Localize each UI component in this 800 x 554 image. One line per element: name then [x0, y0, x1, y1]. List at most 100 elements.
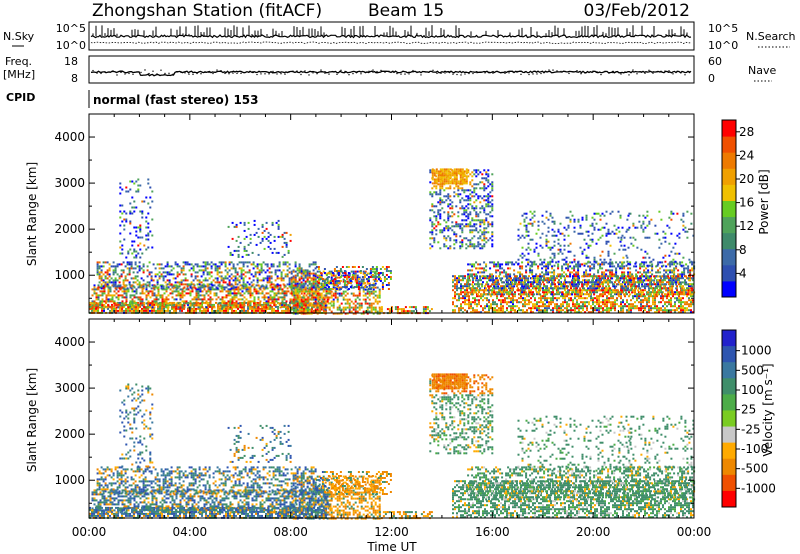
power-cell: [483, 229, 486, 232]
power-cell: [540, 297, 542, 300]
power-cell: [147, 212, 150, 215]
power-cell: [470, 301, 472, 304]
power-cell: [492, 307, 494, 310]
power-cell: [594, 307, 596, 310]
power-cell: [232, 263, 235, 266]
power-cell: [459, 201, 462, 204]
power-cell: [285, 301, 287, 304]
power-cell: [199, 306, 202, 309]
power-cell: [546, 281, 548, 284]
power-cell: [188, 263, 191, 266]
power-cell: [221, 307, 223, 310]
power-cell: [330, 276, 333, 279]
power-cell: [141, 288, 144, 291]
power-cell: [368, 294, 371, 297]
power-cell: [324, 278, 327, 281]
power-cell: [441, 229, 444, 232]
power-cell: [224, 269, 227, 272]
power-cell: [181, 290, 184, 293]
power-cell: [147, 246, 150, 249]
power-cell: [580, 311, 582, 314]
power-cell: [245, 290, 248, 293]
power-cell: [480, 289, 482, 292]
nave-dot: [328, 73, 330, 75]
power-cell: [454, 287, 456, 290]
power-cell: [469, 197, 472, 200]
power-cell: [277, 219, 280, 222]
power-cell: [590, 295, 592, 298]
power-cell: [510, 299, 512, 302]
power-cell: [377, 274, 380, 276]
power-cell: [466, 283, 468, 286]
power-cell: [173, 301, 175, 304]
power-cell: [475, 199, 478, 202]
power-cell: [307, 301, 309, 304]
power-cell: [352, 294, 355, 297]
power-cell: [105, 294, 108, 297]
power-cell: [381, 266, 384, 268]
power-cell: [310, 312, 313, 315]
power-cell: [200, 281, 203, 284]
power-cell: [588, 311, 590, 314]
power-cell: [357, 278, 360, 280]
power-cell: [454, 291, 456, 294]
power-cell: [106, 261, 109, 264]
power-cell: [129, 210, 132, 213]
power-cell: [139, 248, 142, 251]
power-cell: [465, 195, 468, 198]
power-cell: [560, 303, 562, 306]
power-cell: [215, 309, 217, 312]
power-cell: [354, 304, 357, 307]
power-cell: [469, 199, 472, 202]
power-cell: [316, 312, 319, 315]
power-cell: [298, 294, 301, 297]
power-cell: [447, 217, 450, 220]
power-cell: [300, 310, 303, 313]
power-cell: [138, 283, 141, 286]
power-cell: [362, 294, 365, 297]
power-cell: [464, 283, 466, 286]
power-cell: [193, 309, 195, 312]
power-cell: [115, 296, 118, 299]
power-cell: [209, 302, 212, 305]
power-cell: [359, 270, 362, 272]
power-cell: [268, 281, 271, 284]
power-cell: [114, 285, 117, 288]
power-cell: [319, 294, 322, 297]
power-cell: [191, 307, 193, 310]
power-cell: [181, 306, 184, 309]
power-cell: [516, 301, 518, 304]
power-cell: [231, 301, 233, 304]
power-cell: [546, 307, 548, 310]
power-cell: [306, 296, 309, 299]
power-cell: [455, 221, 458, 224]
power-cell: [452, 301, 454, 304]
power-cell: [496, 281, 498, 284]
power-cell: [433, 223, 436, 226]
power-cell: [266, 279, 269, 282]
power-cell: [287, 251, 290, 254]
power-cell: [316, 292, 319, 295]
power-cell: [232, 285, 235, 288]
power-cell: [340, 302, 343, 305]
power-cell: [242, 265, 245, 268]
power-cell: [283, 241, 286, 244]
power-cell: [550, 303, 552, 306]
nave-dot: [180, 71, 182, 74]
power-cell: [364, 294, 367, 297]
power-cell: [568, 305, 570, 308]
power-cell: [97, 298, 100, 301]
power-cell: [234, 283, 237, 286]
power-cell: [170, 283, 173, 286]
power-cell: [616, 303, 618, 306]
power-cell: [570, 287, 572, 290]
power-cell: [465, 172, 468, 175]
power-cell: [486, 311, 488, 314]
power-cell: [174, 261, 177, 264]
power-cell: [536, 277, 538, 280]
power-cell: [245, 249, 248, 252]
power-cell: [556, 307, 558, 310]
power-cell: [468, 301, 470, 304]
power-cell: [524, 277, 526, 280]
power-cell: [276, 269, 279, 272]
